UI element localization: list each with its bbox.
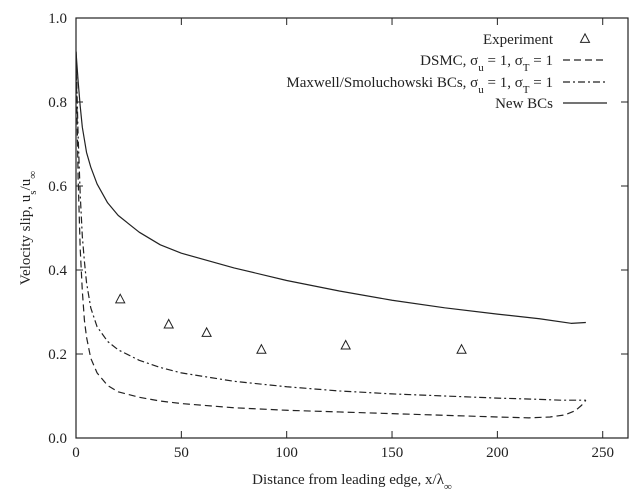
series-line-2 xyxy=(76,51,586,401)
y-axis-label-slash: /u xyxy=(18,178,34,190)
y-axis-label-sub1: s xyxy=(27,190,39,194)
y-axis-label: Velocity slip, us/u∞ xyxy=(18,171,39,285)
legend-sample-0 xyxy=(579,32,591,43)
experiment-point xyxy=(201,326,212,337)
experiment-point xyxy=(163,318,175,329)
experiment-point xyxy=(256,343,267,354)
plot-frame xyxy=(75,17,629,439)
series-line-3 xyxy=(76,51,586,324)
legend-label-0: Experiment xyxy=(483,32,554,48)
y-tick-label: 0.8 xyxy=(48,95,67,111)
x-tick-label: 200 xyxy=(486,445,509,461)
legend-label-2: Maxwell/Smoluchowski BCs, σu = 1, σT = 1 xyxy=(286,75,553,96)
y-axis-label-main: Velocity slip, u xyxy=(18,194,34,285)
series-lines xyxy=(76,51,587,419)
y-tick-label: 0.2 xyxy=(48,347,67,363)
x-tick-label: 0 xyxy=(72,445,80,461)
legend: Experiment DSMC, σu = 1, σT = 1Maxwell/Sm… xyxy=(286,32,607,112)
y-axis-label-sub2: ∞ xyxy=(27,171,39,179)
legend-label-1: DSMC, σu = 1, σT = 1 xyxy=(420,53,553,74)
x-tick-label: 150 xyxy=(381,445,404,461)
experiment-point xyxy=(456,343,467,354)
y-tick-label: 0.0 xyxy=(48,431,67,447)
series-line-1 xyxy=(76,51,587,419)
axis-tick-labels: 0 50 100 150 200 250 0.0 0.2 0.4 0.6 0.8 1.0 xyxy=(48,11,614,461)
x-tick-label: 100 xyxy=(275,445,298,461)
x-tick-label: 250 xyxy=(591,445,614,461)
series-markers xyxy=(114,293,467,354)
x-axis-label-main: Distance from leading edge, x/λ xyxy=(252,472,445,488)
legend-label-3: New BCs xyxy=(495,96,553,112)
x-tick-label: 50 xyxy=(174,445,189,461)
x-axis-label: Distance from leading edge, x/λ∞ xyxy=(252,472,452,490)
y-tick-label: 1.0 xyxy=(48,11,67,27)
experiment-point xyxy=(114,293,126,304)
experiment-point xyxy=(340,339,352,350)
x-axis-label-sub: ∞ xyxy=(444,481,452,490)
y-tick-label: 0.6 xyxy=(48,179,67,195)
y-tick-label: 0.4 xyxy=(48,263,67,279)
